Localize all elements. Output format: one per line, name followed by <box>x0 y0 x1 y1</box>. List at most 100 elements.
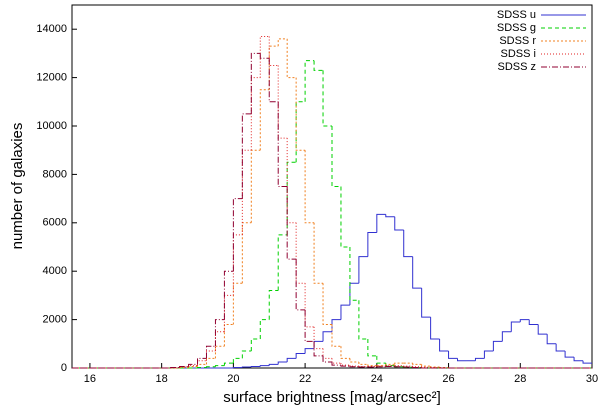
legend-label: SDSS z <box>497 61 536 73</box>
y-tick-label: 12000 <box>36 72 67 84</box>
histogram-step <box>313 326 324 350</box>
histogram-step <box>188 366 198 368</box>
histogram-step <box>259 319 270 339</box>
x-tick-label: 18 <box>156 373 168 385</box>
y-tick-label: 6000 <box>43 217 67 229</box>
histogram-step <box>286 357 297 362</box>
histogram-step <box>528 319 539 325</box>
histogram-step <box>295 352 306 359</box>
histogram-step <box>421 364 431 367</box>
histogram-step <box>295 101 306 163</box>
histogram-step <box>385 214 395 218</box>
histogram-step <box>205 350 216 361</box>
histogram-step <box>358 300 368 340</box>
series <box>72 38 592 369</box>
histogram-step <box>483 350 494 359</box>
plot-frame <box>71 4 593 369</box>
series <box>72 35 592 369</box>
histogram-step <box>412 366 422 368</box>
histogram-step <box>250 338 261 352</box>
histogram-step <box>439 338 449 352</box>
histogram-step <box>322 70 332 127</box>
histogram-step <box>582 360 592 364</box>
histogram-step <box>367 338 377 357</box>
histogram-step <box>349 358 359 363</box>
histogram-step <box>331 319 341 332</box>
histogram-step <box>358 256 368 284</box>
histogram-step <box>376 213 386 233</box>
histogram-step <box>250 77 261 151</box>
histogram-step <box>232 198 243 272</box>
histogram-step <box>277 65 288 139</box>
histogram-step <box>232 282 243 325</box>
histogram-step <box>214 319 225 347</box>
x-axis-label: surface brightness [mag/arcsec²] <box>223 389 441 406</box>
x-tick-label: 20 <box>227 373 239 385</box>
histogram-step <box>223 270 234 320</box>
histogram-step <box>214 365 225 367</box>
histogram-step <box>241 113 252 199</box>
histogram-step <box>268 290 279 320</box>
histogram-step <box>313 222 324 284</box>
legend-label: SDSS u <box>497 9 536 21</box>
histogram-step <box>286 161 297 235</box>
histogram-step <box>313 60 324 71</box>
legend-label: SDSS i <box>501 48 536 60</box>
histogram-step <box>232 234 243 296</box>
histogram-step <box>430 317 440 340</box>
histogram-step <box>340 186 350 248</box>
histogram-step <box>259 89 270 151</box>
histogram-step <box>277 101 288 187</box>
histogram-step <box>358 361 368 365</box>
x-tick-label: 30 <box>586 373 598 385</box>
histogram-step <box>223 294 234 332</box>
series <box>72 52 592 369</box>
histogram-step <box>223 323 234 347</box>
histogram-step <box>474 357 485 361</box>
histogram-step <box>430 366 440 368</box>
histogram-step <box>349 247 359 301</box>
x-tick-label: 26 <box>442 373 454 385</box>
histogram-step <box>197 363 207 367</box>
histogram-step <box>259 35 270 78</box>
histogram-step <box>277 361 288 365</box>
histogram-step <box>340 365 350 367</box>
y-tick-label: 4000 <box>43 265 67 277</box>
histogram-step <box>331 361 341 366</box>
histogram-step <box>331 358 341 364</box>
x-tick-label: 16 <box>84 373 96 385</box>
histogram-step <box>546 334 557 345</box>
histogram-step <box>241 222 252 284</box>
y-tick-label: 10000 <box>36 120 67 132</box>
histogram-step <box>304 309 315 342</box>
histogram-step <box>223 362 234 366</box>
histogram-step <box>250 149 261 223</box>
histogram-step <box>286 186 297 260</box>
histogram-step <box>331 324 341 347</box>
histogram-step <box>340 363 350 366</box>
histogram-step <box>304 348 315 354</box>
legend-label: SDSS r <box>499 35 536 47</box>
histogram-step <box>573 357 584 362</box>
histogram-step <box>295 259 306 311</box>
histogram-step <box>322 283 332 325</box>
histogram-step <box>501 331 512 342</box>
histogram-step <box>349 366 359 368</box>
histogram-step <box>349 282 359 306</box>
histogram-step <box>268 45 279 90</box>
histogram-step <box>268 36 279 66</box>
histogram-step <box>241 149 252 235</box>
histogram-step <box>322 355 332 363</box>
histogram-step <box>179 366 189 368</box>
histogram-step <box>214 331 225 352</box>
histogram-step <box>555 343 566 352</box>
histogram-step <box>340 304 350 320</box>
histogram-step <box>376 355 386 364</box>
histogram-step <box>295 77 306 151</box>
x-tick-label: 22 <box>299 373 311 385</box>
y-tick-label: 8000 <box>43 168 67 180</box>
histogram-step <box>268 58 279 103</box>
histogram-step <box>340 346 350 359</box>
histogram-step <box>304 60 315 102</box>
